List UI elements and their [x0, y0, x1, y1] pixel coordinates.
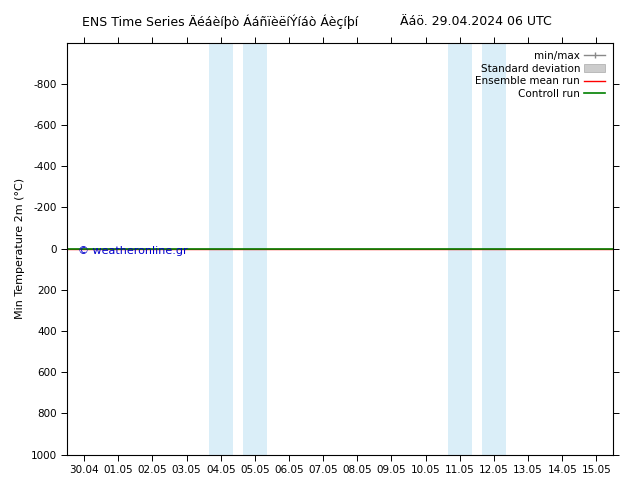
Bar — [209, 43, 233, 455]
Bar — [482, 43, 506, 455]
Y-axis label: Min Temperature 2m (°C): Min Temperature 2m (°C) — [15, 178, 25, 319]
Text: Äáö. 29.04.2024 06 UTC: Äáö. 29.04.2024 06 UTC — [400, 15, 552, 28]
Text: © weatheronline.gr: © weatheronline.gr — [78, 245, 188, 256]
Legend: min/max, Standard deviation, Ensemble mean run, Controll run: min/max, Standard deviation, Ensemble me… — [472, 48, 608, 102]
Text: ENS Time Series Äéáèíþò ÁáñïèëíÝíáò Áèçíþí: ENS Time Series Äéáèíþò ÁáñïèëíÝíáò Áèçí… — [82, 15, 359, 29]
Bar — [243, 43, 267, 455]
Bar — [448, 43, 472, 455]
